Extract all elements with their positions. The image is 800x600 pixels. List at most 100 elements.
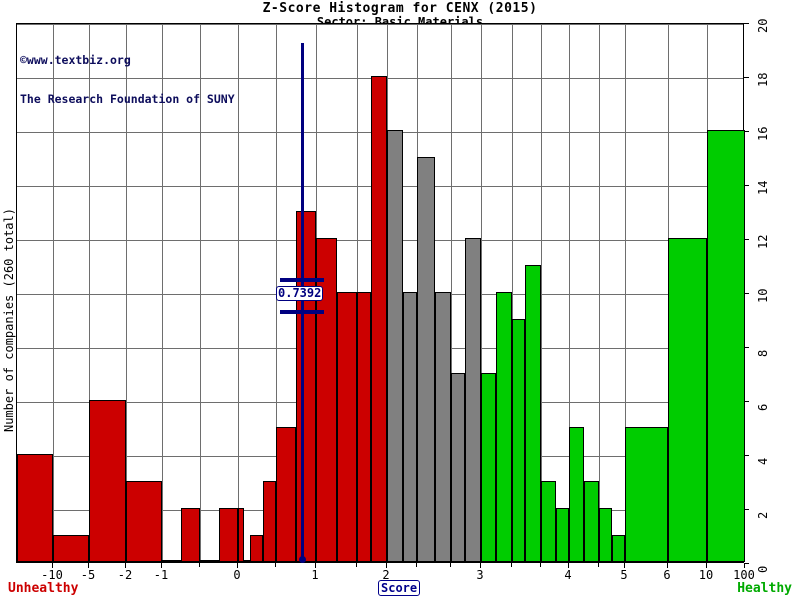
x-axis-tick-label: -5 — [80, 568, 96, 582]
x-axis-tick-minor — [125, 563, 126, 567]
histogram-bar — [238, 508, 244, 562]
y-axis-tick — [744, 401, 749, 402]
x-axis-tick-label: 3 — [476, 568, 484, 582]
y-axis-tick-label: 14 — [756, 180, 770, 195]
histogram-bar — [200, 560, 219, 562]
x-axis-tick-label: 6 — [663, 568, 671, 582]
x-axis-tick-label: 4 — [564, 568, 572, 582]
histogram-bar — [357, 292, 371, 562]
histogram-bar — [599, 508, 612, 562]
gridline-vertical — [162, 24, 163, 562]
histogram-bar — [512, 319, 525, 562]
gridline-vertical — [569, 24, 570, 562]
histogram-bar — [126, 481, 162, 562]
x-axis-tick-minor — [706, 563, 707, 567]
x-axis-tick-label: 5 — [620, 568, 628, 582]
y-axis-tick — [744, 563, 749, 564]
y-axis-tick — [744, 185, 749, 186]
histogram-bar — [89, 400, 126, 562]
histogram-bar — [584, 481, 599, 562]
histogram-bar — [525, 265, 541, 562]
watermark-line-2: The Research Foundation of SUNY — [20, 92, 235, 106]
x-axis-tick-minor — [356, 563, 357, 567]
gridline-vertical — [53, 24, 54, 562]
x-axis-tick-minor — [52, 563, 53, 567]
x-axis-tick-minor — [480, 563, 481, 567]
y-axis-label: Number of companies (260 total) — [2, 208, 16, 432]
y-axis-tick-label: 18 — [756, 72, 770, 87]
unhealthy-label: Unhealthy — [8, 581, 79, 596]
y-axis-tick-label: 8 — [756, 349, 770, 357]
gridline-vertical — [599, 24, 600, 562]
x-axis-tick-minor — [540, 563, 541, 567]
y-axis-tick — [744, 509, 749, 510]
histogram-bar — [668, 238, 707, 562]
histogram-bar — [451, 373, 465, 562]
x-axis-tick-label: 0 — [233, 568, 241, 582]
x-axis-tick-label: -10 — [41, 568, 63, 582]
histogram-bar — [481, 373, 496, 562]
y-axis-tick-label: 0 — [756, 565, 770, 573]
x-axis-tick-label: 1 — [311, 568, 319, 582]
y-axis-tick-label: 4 — [756, 457, 770, 465]
histogram-bar — [263, 481, 276, 562]
histogram-bar — [465, 238, 481, 562]
y-axis-tick-label: 2 — [756, 511, 770, 519]
x-axis-tick-label: 100 — [733, 568, 755, 582]
y-axis-tick-label: 20 — [756, 18, 770, 33]
histogram-bar — [296, 211, 316, 562]
gridline-vertical — [200, 24, 201, 562]
x-axis-tick-minor — [416, 563, 417, 567]
histogram-bar — [707, 130, 745, 562]
x-axis-tick-minor — [237, 563, 238, 567]
histogram-bar — [435, 292, 451, 562]
histogram-bar — [556, 508, 569, 562]
x-axis-tick-minor — [88, 563, 89, 567]
histogram-bar — [219, 508, 238, 562]
histogram-bar — [417, 157, 435, 562]
x-axis-tick-minor — [315, 563, 316, 567]
watermark-line-1: ©www.textbiz.org — [20, 53, 131, 67]
x-axis-tick-minor — [511, 563, 512, 567]
histogram-bar — [17, 454, 53, 562]
y-axis-tick — [744, 131, 749, 132]
x-axis-tick-label: 2 — [382, 568, 390, 582]
y-axis-tick — [744, 23, 749, 24]
gridline-vertical — [512, 24, 513, 562]
x-axis-tick-minor — [450, 563, 451, 567]
histogram-bar — [244, 560, 250, 562]
gridline-vertical — [541, 24, 542, 562]
histogram-bars — [17, 24, 745, 562]
histogram-bar — [569, 427, 584, 562]
gridline-vertical — [481, 24, 482, 562]
histogram-bar — [371, 76, 387, 562]
x-axis-tick-minor — [199, 563, 200, 567]
histogram-bar — [250, 535, 263, 562]
x-axis-tick-minor — [568, 563, 569, 567]
histogram-bar — [337, 292, 357, 562]
gridline-vertical — [126, 24, 127, 562]
y-axis-tick — [744, 293, 749, 294]
x-axis-label: Score — [378, 580, 421, 596]
x-axis-tick-minor — [386, 563, 387, 567]
y-axis-tick — [744, 239, 749, 240]
histogram-bar — [612, 535, 625, 562]
watermark: ©www.textbiz.org The Research Foundation… — [20, 28, 235, 132]
plot-area: 0.7392 — [16, 23, 745, 564]
x-axis-tick-label: -2 — [117, 568, 133, 582]
histogram-bar — [276, 427, 296, 562]
histogram-bar — [541, 481, 556, 562]
healthy-label: Healthy — [737, 581, 792, 596]
x-axis-tick-minor — [598, 563, 599, 567]
x-axis-tick-label: -1 — [153, 568, 169, 582]
histogram-bar — [403, 292, 417, 562]
x-axis-tick-minor — [624, 563, 625, 567]
y-axis-tick-label: 12 — [756, 234, 770, 249]
histogram-bar — [496, 292, 512, 562]
y-axis-tick-label: 16 — [756, 126, 770, 141]
gridline-vertical — [451, 24, 452, 562]
y-axis-tick — [744, 455, 749, 456]
x-axis-tick-minor — [275, 563, 276, 567]
y-axis-tick-label: 6 — [756, 403, 770, 411]
chart-title: Z-Score Histogram for CENX (2015) — [262, 1, 538, 16]
